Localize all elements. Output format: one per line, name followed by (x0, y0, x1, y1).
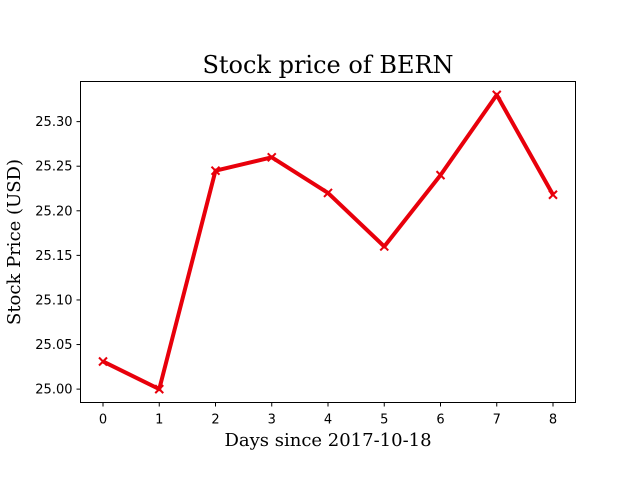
chart-title: Stock price of BERN (202, 51, 453, 79)
plot-frame (80, 81, 576, 403)
x-tick-label: 4 (324, 413, 332, 428)
data-point-marker (492, 90, 502, 100)
x-tick-label: 6 (436, 413, 444, 428)
y-tick-label: 25.20 (35, 204, 72, 219)
plot-area (98, 90, 558, 394)
x-axis-label: Days since 2017-10-18 (224, 430, 431, 451)
data-point-marker (379, 241, 389, 252)
data-point-marker (548, 190, 558, 200)
y-tick-label: 25.30 (35, 115, 72, 130)
x-axis: 0 1 2 3 4 5 6 7 8 (99, 402, 557, 428)
x-tick-label: 8 (549, 413, 557, 428)
y-tick-label: 25.25 (35, 160, 72, 175)
x-tick-label: 7 (493, 413, 501, 428)
data-point-marker (267, 152, 277, 162)
data-point-marker (323, 188, 333, 198)
data-point-marker (154, 384, 164, 394)
y-axis-label: Stock Price (USD) (4, 159, 25, 325)
x-tick-label: 1 (155, 413, 163, 428)
data-point-marker (98, 356, 108, 367)
x-tick-label: 5 (380, 413, 388, 428)
data-point-marker (210, 165, 221, 176)
x-tick-label: 2 (211, 413, 219, 428)
y-tick-label: 25.00 (35, 383, 72, 398)
series-line (102, 92, 555, 392)
y-tick-label: 25.05 (35, 338, 72, 353)
x-tick-label: 3 (268, 413, 276, 428)
y-tick-label: 25.10 (35, 293, 72, 308)
y-tick-label: 25.15 (35, 249, 72, 264)
y-axis: 25.00 25.05 25.10 25.15 25.20 25.25 25.30 (35, 115, 81, 398)
data-point-marker (435, 170, 446, 180)
x-tick-label: 0 (99, 413, 107, 428)
